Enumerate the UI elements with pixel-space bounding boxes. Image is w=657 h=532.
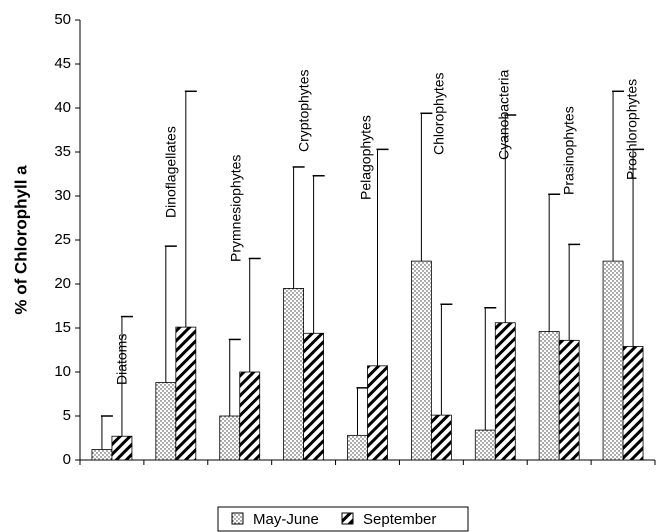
- bar: [219, 415, 241, 461]
- bar: [474, 429, 496, 461]
- y-tick-label: 5: [63, 407, 71, 424]
- category-label: Pelagophytes: [358, 115, 374, 200]
- legend-swatch: [341, 512, 354, 525]
- legend-swatch: [231, 512, 244, 525]
- bar: [538, 331, 560, 461]
- bar: [367, 365, 388, 461]
- bar: [558, 339, 580, 461]
- bar: [303, 332, 325, 461]
- category-label: Diatoms: [114, 334, 130, 385]
- category-label: Prymnesiophytes: [228, 155, 244, 262]
- y-tick-label: 35: [54, 143, 71, 160]
- bar: [410, 260, 432, 461]
- bar: [494, 322, 516, 461]
- category-label: Prochlorophytes: [624, 79, 640, 180]
- bar: [239, 371, 261, 461]
- y-tick-label: 0: [63, 451, 71, 468]
- category-label: Cryptophytes: [296, 70, 312, 152]
- bar: [111, 435, 133, 461]
- y-tick-label: 15: [54, 319, 71, 336]
- bar: [91, 449, 113, 461]
- legend-label: September: [363, 511, 436, 528]
- category-label: Chlorophytes: [431, 73, 447, 156]
- bar: [430, 414, 452, 461]
- y-tick-label: 10: [54, 363, 71, 380]
- y-tick-label: 40: [54, 99, 71, 116]
- bar: [347, 434, 368, 461]
- legend-label: May-June: [253, 511, 319, 528]
- bar: [283, 287, 305, 461]
- category-label: Cyanobacteria: [496, 70, 512, 160]
- bar: [175, 326, 197, 461]
- category-label: Prasinophytes: [561, 106, 577, 195]
- y-tick-label: 25: [54, 231, 71, 248]
- y-tick-label: 45: [54, 55, 71, 72]
- y-tick-label: 20: [54, 275, 71, 292]
- category-label: Dinoflagellates: [163, 126, 179, 218]
- bar: [155, 382, 177, 461]
- bar: [602, 260, 624, 461]
- bar: [622, 346, 644, 461]
- y-tick-label: 30: [54, 187, 71, 204]
- y-axis-label: % of Chlorophyll a: [11, 165, 30, 315]
- y-tick-label: 50: [54, 11, 71, 28]
